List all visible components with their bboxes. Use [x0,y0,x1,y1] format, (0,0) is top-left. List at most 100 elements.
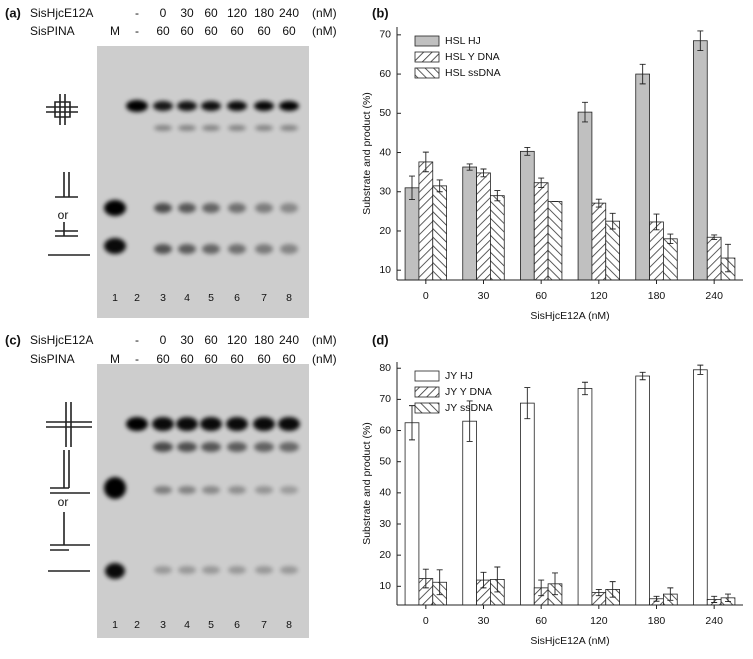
gel-band [202,203,220,213]
lane-number: 5 [208,292,214,304]
row-label: SisHjcE12A [30,333,93,347]
y-tick-label: 20 [379,225,391,237]
panel-label: (a) [5,5,21,20]
x-tick-label: 180 [648,615,666,627]
row-value: 60 [204,6,218,20]
panel-label: (d) [372,332,389,347]
error-bar [725,243,732,273]
error-bar [653,595,660,602]
error-bar [538,177,545,188]
error-bar [408,405,415,441]
legend-label: JY Y DNA [445,386,492,398]
lane-number: 5 [208,619,214,631]
error-bar [408,175,415,201]
y-tick-label: 50 [379,107,391,119]
legend-label: JY HJ [445,370,473,382]
unit-label: (nM) [312,6,337,20]
y-tick-label: 40 [379,487,391,499]
gel-band [228,244,246,254]
error-bar [595,588,602,597]
error-bar [595,198,602,208]
gel-image [97,364,309,638]
row-value: 180 [254,6,274,20]
row-value: 60 [257,352,271,366]
error-bar [494,566,501,593]
y-tick-label: 20 [379,549,391,561]
row-value: M [110,352,120,366]
row-value: 60 [282,352,296,366]
gel-band [154,203,172,213]
error-bar [609,581,616,598]
gel-band [279,442,299,452]
row-value: 120 [227,333,247,347]
gel-band [176,417,198,431]
error-bar [581,101,588,123]
gel-band [178,203,196,213]
legend-label: JY ssDNA [445,402,493,414]
gel-band [279,101,299,111]
row-value: 60 [230,24,244,38]
legend-label: HSL HJ [445,35,481,47]
error-bar [697,30,704,51]
gel-band [280,203,298,213]
error-bar [552,572,559,596]
row-value: 30 [180,6,194,20]
lane-number: 6 [234,292,240,304]
row-value: 60 [156,352,170,366]
gel-band [153,101,173,111]
legend-swatch [414,386,440,398]
gel-band [202,244,220,254]
row-value: 60 [230,352,244,366]
row-value: 60 [204,333,218,347]
bar [520,402,535,606]
bar [533,182,549,281]
y-tick-label: 30 [379,186,391,198]
error-bar [524,146,531,156]
y-tick-label: 60 [379,68,391,80]
lane-number: 1 [112,292,118,304]
lane-number: 3 [160,619,166,631]
row-value: 240 [279,333,299,347]
x-tick-label: 240 [705,290,723,302]
y-axis-label: Substrate and product (%) [361,422,373,545]
gel-band [200,417,222,431]
gel-band [126,417,148,431]
unit-label: (nM) [312,24,337,38]
bar [462,166,477,281]
gel-band [280,486,298,494]
hj-diagram [46,402,92,447]
row-value: - [135,333,139,347]
gel-band [104,477,126,499]
x-axis-label: SisHjcE12A (nM) [530,635,609,647]
y-axis-label: Substrate and product (%) [361,92,373,215]
lane-number: 4 [184,619,190,631]
gel-band [154,486,172,494]
row-value: 60 [257,24,271,38]
row-value: 180 [254,333,274,347]
gel-band [280,566,298,574]
gel-band [126,100,148,112]
gel-band [228,203,246,213]
row-value: 240 [279,6,299,20]
legend-swatch [414,67,440,79]
gel-band [255,566,273,574]
lane-number: 2 [134,292,140,304]
lane-number: 8 [286,292,292,304]
y-tick-label: 30 [379,518,391,530]
bar [418,161,434,281]
lane-number: 1 [112,619,118,631]
lane-number: 7 [261,292,267,304]
error-bar [667,233,674,244]
gel-image [97,46,309,318]
gel-band [178,486,196,494]
error-bar [422,151,429,173]
x-tick-label: 60 [535,615,547,627]
gel-band [278,417,300,431]
error-bar [466,163,473,171]
bar [649,221,664,281]
gel-band [152,417,174,431]
error-bar [609,212,616,230]
y-tick-label: 10 [379,264,391,276]
error-bar [667,587,674,601]
row-value: 60 [156,24,170,38]
